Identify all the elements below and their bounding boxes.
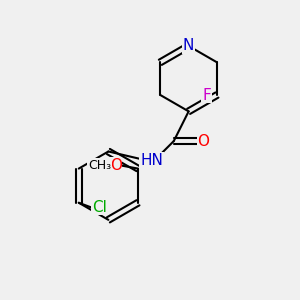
Text: O: O xyxy=(197,134,209,148)
Text: F: F xyxy=(202,88,211,103)
Text: N: N xyxy=(183,38,194,53)
Text: CH₃: CH₃ xyxy=(88,159,111,172)
Text: O: O xyxy=(110,158,122,173)
Text: HN: HN xyxy=(140,153,163,168)
Text: Cl: Cl xyxy=(92,200,107,215)
